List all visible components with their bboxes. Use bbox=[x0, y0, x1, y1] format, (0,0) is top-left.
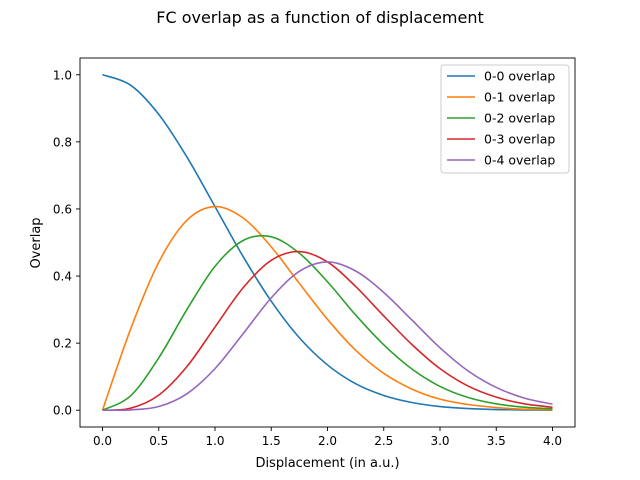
x-tick-label: 3.5 bbox=[487, 434, 506, 448]
axes-group: 0.0 0.5 1.0 1.5 2.0 2.5 3.0 3.5 4.0 0.0 0.2 0.4 0.6 0… bbox=[53, 57, 576, 448]
series-line-0 bbox=[102, 74, 553, 412]
y-tick-label: 0.6 bbox=[53, 202, 72, 216]
series-line-4 bbox=[102, 261, 553, 412]
x-tick-label: 0.5 bbox=[149, 434, 168, 448]
x-axis-label: Displacement (in a.u.) bbox=[255, 456, 399, 471]
series-line-2 bbox=[102, 234, 553, 411]
legend-label-1: 0-1 overlap bbox=[484, 90, 555, 105]
series-group bbox=[101, 74, 553, 412]
chart-title: FC overlap as a function of displacement bbox=[156, 8, 484, 27]
y-tick-label: 0.4 bbox=[53, 270, 72, 284]
series-line-3 bbox=[102, 250, 553, 412]
y-axis-label: Overlap bbox=[29, 217, 44, 268]
legend-label-4: 0-4 overlap bbox=[484, 153, 555, 168]
legend-label-0: 0-0 overlap bbox=[484, 69, 555, 84]
y-tick-label: 0.8 bbox=[53, 135, 72, 149]
y-tick-label: 0.0 bbox=[53, 404, 72, 418]
x-tick-label: 3.0 bbox=[430, 434, 449, 448]
x-tick-label: 0.0 bbox=[93, 434, 112, 448]
x-tick-label: 2.5 bbox=[374, 434, 393, 448]
x-tick-label: 1.5 bbox=[262, 434, 281, 448]
legend-box bbox=[440, 64, 570, 174]
x-tick-label: 2.0 bbox=[318, 434, 337, 448]
y-tick-label: 0.2 bbox=[53, 337, 72, 351]
legend-label-2: 0-2 overlap bbox=[484, 111, 555, 126]
y-tick-label: 1.0 bbox=[53, 68, 72, 82]
legend-label-3: 0-3 overlap bbox=[484, 132, 555, 147]
series-line-1 bbox=[101, 205, 553, 411]
x-tick-label: 1.0 bbox=[205, 434, 224, 448]
x-tick-label: 4.0 bbox=[543, 434, 562, 448]
legend: 0-0 overlap 0-1 overlap 0-2 overlap 0-3 ove… bbox=[440, 64, 570, 174]
